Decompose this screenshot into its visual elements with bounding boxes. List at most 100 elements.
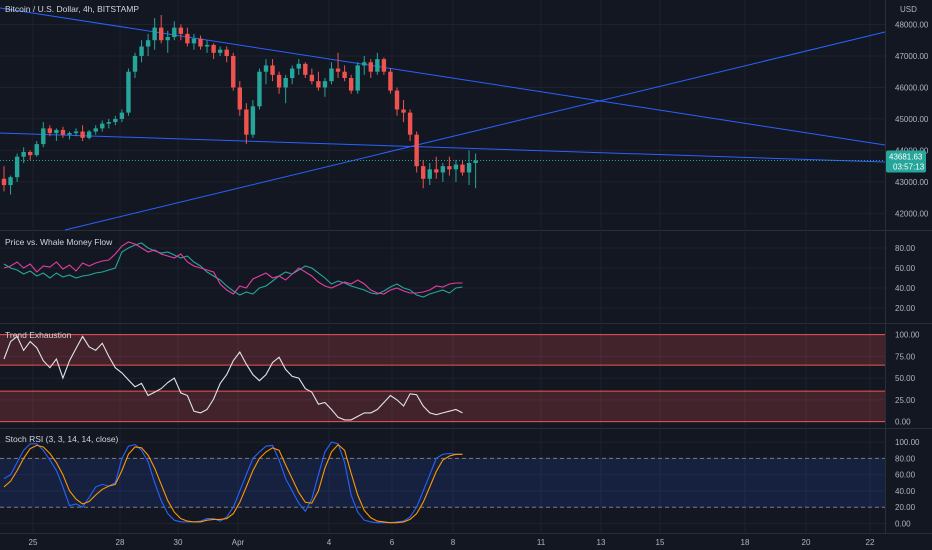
candle-body[interactable] — [73, 131, 79, 134]
candle-body[interactable] — [381, 59, 387, 72]
whale-pane[interactable] — [0, 231, 885, 323]
candle-body[interactable] — [375, 59, 380, 72]
candle-body[interactable] — [198, 38, 203, 47]
stoch-rsi-d-line[interactable] — [3, 443, 463, 524]
y-axis-tick-label: 20.00 — [895, 304, 916, 313]
candle-body[interactable] — [8, 177, 13, 186]
trendline-descending-lower[interactable] — [0, 132, 886, 163]
candle-body[interactable] — [86, 131, 92, 138]
candle-body[interactable] — [80, 131, 85, 138]
candle-body[interactable] — [270, 65, 275, 75]
candle-body[interactable] — [204, 44, 210, 47]
whale-flow-line-pink[interactable] — [3, 241, 463, 295]
trend-exhaustion-title[interactable]: Trend Exhaustion — [5, 330, 72, 340]
price-scales[interactable]: 42000.0043000.0044000.0045000.0046000.00… — [895, 20, 929, 528]
candle-body[interactable] — [342, 71, 347, 78]
candle-body[interactable] — [1, 178, 7, 186]
candle-body[interactable] — [60, 129, 66, 135]
candle-body[interactable] — [440, 166, 446, 173]
candle-body[interactable] — [414, 134, 419, 167]
candle-body[interactable] — [47, 128, 53, 134]
candle-body[interactable] — [388, 71, 393, 91]
candle-body[interactable] — [93, 128, 98, 132]
candle-body[interactable] — [172, 27, 177, 38]
candle-body[interactable] — [303, 63, 308, 75]
candle-body[interactable] — [453, 164, 459, 170]
candle-body[interactable] — [296, 63, 301, 69]
candle-body[interactable] — [159, 27, 164, 41]
candle-body[interactable] — [316, 81, 321, 88]
stoch-rsi-pane[interactable] — [0, 429, 885, 533]
candle-body[interactable] — [335, 68, 341, 72]
whale-flow-line-green[interactable] — [3, 242, 463, 298]
candle-body[interactable] — [231, 55, 236, 88]
candle-body[interactable] — [329, 68, 334, 82]
trendline-descending-upper[interactable] — [0, 7, 886, 146]
candle-body[interactable] — [401, 109, 406, 113]
currency-label[interactable]: USD — [900, 5, 917, 14]
candle-body[interactable] — [447, 166, 452, 170]
candle-body[interactable] — [263, 65, 269, 72]
candle-body[interactable] — [178, 27, 184, 34]
candle-body[interactable] — [355, 65, 360, 91]
candle-body[interactable] — [460, 164, 465, 173]
candle-body[interactable] — [250, 106, 256, 135]
candle-body[interactable] — [28, 152, 33, 156]
candle-body[interactable] — [421, 166, 426, 179]
candle-body[interactable] — [473, 160, 478, 164]
candle-body[interactable] — [290, 68, 295, 78]
candle-body[interactable] — [427, 169, 432, 179]
indicator-lines[interactable] — [3, 241, 463, 524]
candle-body[interactable] — [407, 112, 413, 135]
candle-body[interactable] — [132, 55, 138, 72]
candle-body[interactable] — [237, 87, 242, 110]
candle-body[interactable] — [211, 44, 216, 53]
candle-body[interactable] — [152, 27, 157, 41]
price-tag-countdown: 03:57:13 — [893, 162, 925, 171]
y-axis-tick-label: 75.00 — [895, 352, 916, 361]
candle-body[interactable] — [191, 38, 197, 44]
price-pane[interactable] — [0, 0, 885, 230]
candle-body[interactable] — [276, 74, 282, 88]
candle-body[interactable] — [100, 123, 105, 129]
y-axis-tick-label: 43000.00 — [895, 178, 929, 187]
y-axis-tick-label: 48000.00 — [895, 20, 929, 29]
candle-body[interactable] — [67, 133, 72, 135]
candle-body[interactable] — [14, 156, 20, 178]
candle-body[interactable] — [106, 122, 111, 124]
exhaustion-pane[interactable] — [0, 324, 885, 428]
stoch-rsi-title[interactable]: Stoch RSI (3, 3, 14, 14, close) — [5, 434, 119, 444]
y-axis-tick-label: 100.00 — [895, 331, 920, 340]
candle-body[interactable] — [466, 163, 472, 173]
candle-body[interactable] — [113, 118, 118, 123]
candle-body[interactable] — [41, 128, 46, 145]
candle-body[interactable] — [34, 144, 39, 156]
candle-body[interactable] — [283, 78, 288, 88]
candle-body[interactable] — [362, 62, 367, 66]
candle-body[interactable] — [434, 169, 439, 173]
whale-flow-title[interactable]: Price vs. Whale Money Flow — [5, 237, 113, 247]
candle-body[interactable] — [244, 109, 249, 135]
x-axis-tick-label: Apr — [232, 538, 245, 547]
candle-body[interactable] — [224, 49, 229, 56]
candle-body[interactable] — [54, 129, 59, 134]
candle-body[interactable] — [185, 33, 190, 44]
candle-body[interactable] — [145, 40, 151, 47]
candle-body[interactable] — [257, 71, 262, 107]
trend-exhaustion-line[interactable] — [3, 335, 463, 421]
candle-body[interactable] — [394, 90, 400, 110]
candle-body[interactable] — [368, 62, 373, 72]
candle-body[interactable] — [322, 81, 328, 88]
candle-body[interactable] — [119, 112, 125, 119]
time-scale[interactable]: 25 28 30 Apr 4 6 8 11 13 15 18 20 22 — [29, 538, 875, 547]
candle-body[interactable] — [217, 49, 223, 53]
candle-body[interactable] — [165, 37, 170, 41]
candle-body[interactable] — [309, 74, 315, 82]
candle-body[interactable] — [139, 46, 144, 56]
candlestick-series[interactable] — [1, 15, 478, 195]
candle-body[interactable] — [126, 71, 131, 113]
trendline-ascending[interactable] — [64, 31, 886, 231]
candle-body[interactable] — [21, 152, 26, 157]
candle-body[interactable] — [348, 78, 354, 91]
